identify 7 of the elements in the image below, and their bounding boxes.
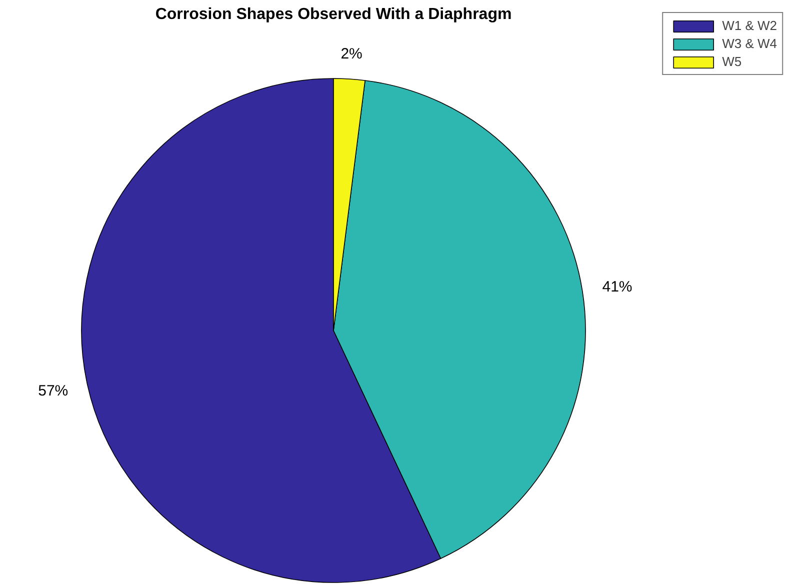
data-label: 57% (38, 382, 68, 400)
data-label: 41% (602, 278, 632, 296)
legend-label: W1 & W2 (722, 18, 777, 33)
legend-label: W3 & W4 (722, 36, 777, 51)
chart-title: Corrosion Shapes Observed With a Diaphragm (155, 6, 512, 23)
legend-label: W5 (722, 54, 742, 69)
data-label: 2% (340, 45, 362, 62)
